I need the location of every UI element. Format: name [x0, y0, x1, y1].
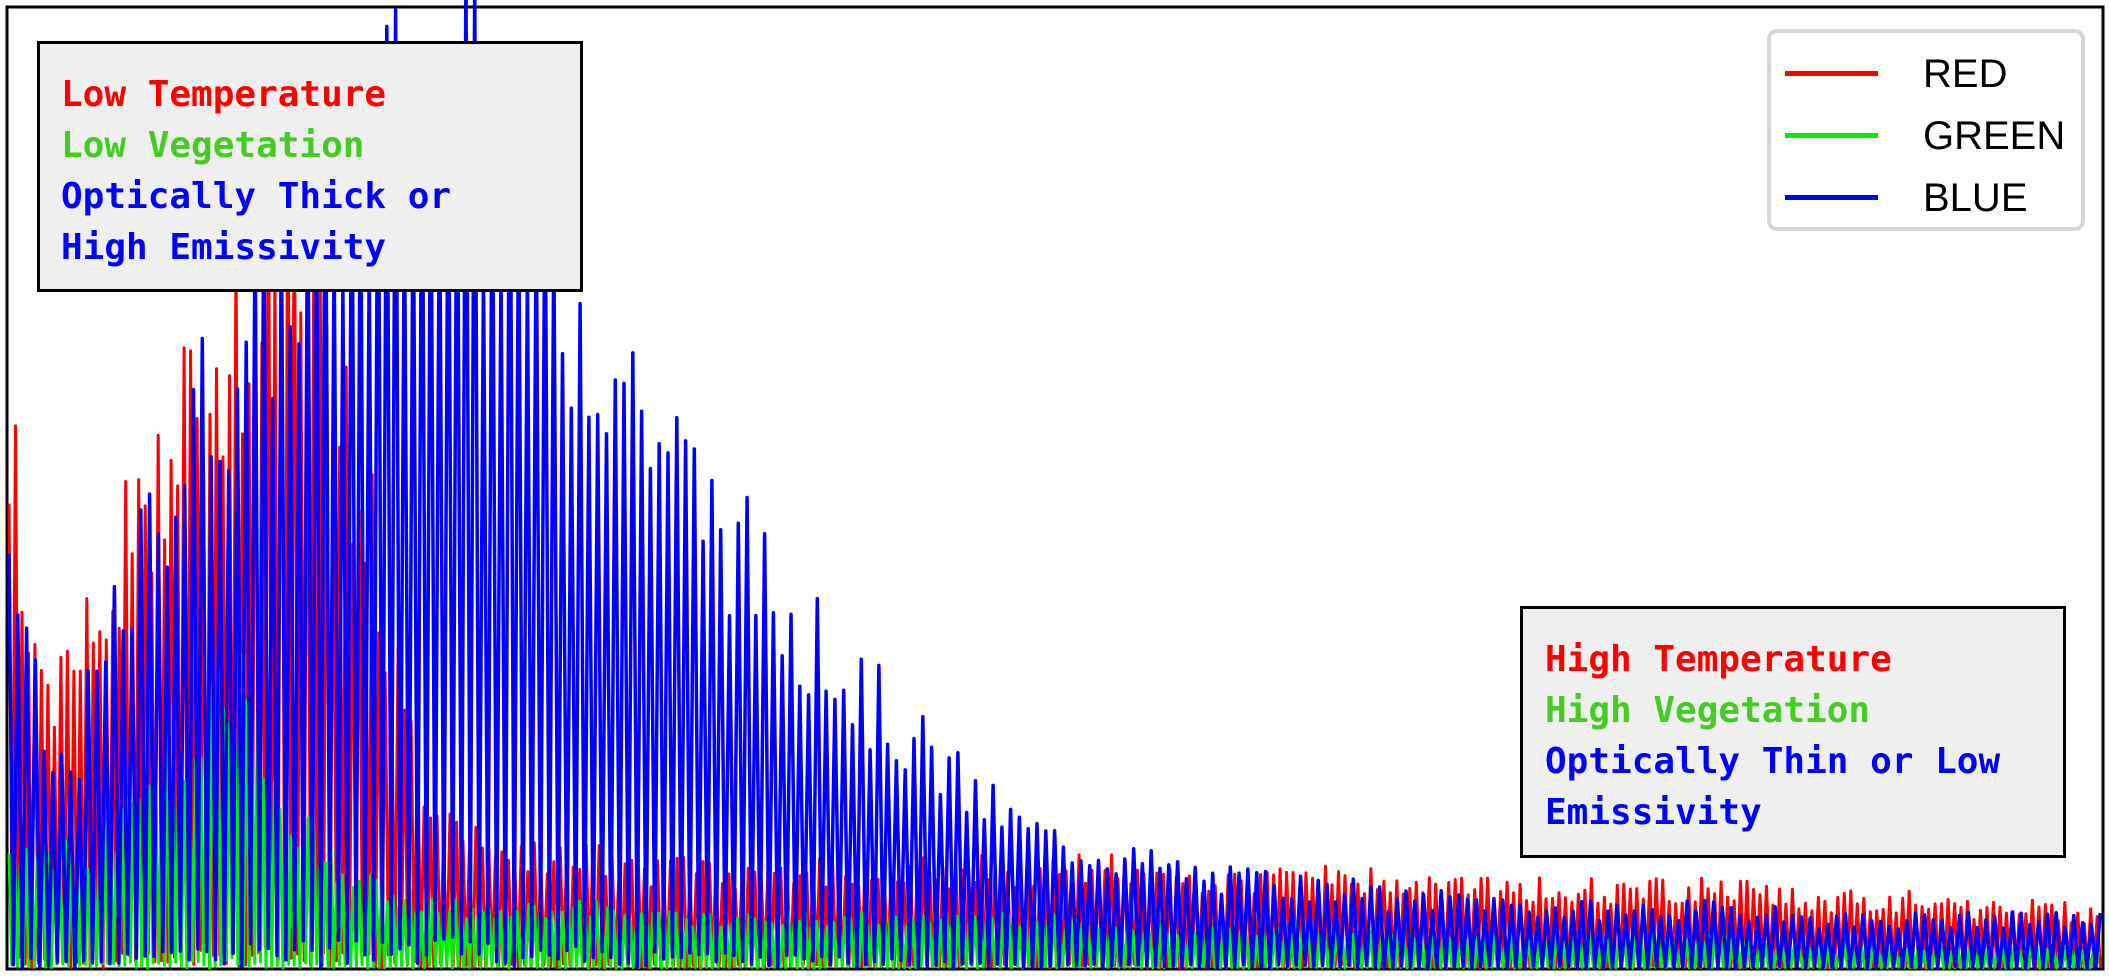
legend-swatch-green	[1785, 133, 1878, 138]
annotation-line-high-vegetation: High Vegetation	[1545, 690, 1871, 731]
legend-swatch-red	[1785, 71, 1878, 76]
annotation-line-high-emissivity: High Emissivity	[61, 227, 387, 268]
annotation-line-optically-thin: Optically Thin or Low	[1545, 741, 2001, 782]
legend-entry-green: GREEN	[1785, 111, 2075, 161]
annotation-line-high-temperature: High Temperature	[1545, 639, 1892, 680]
legend-entry-red: RED	[1785, 49, 2075, 99]
series-layer	[7, 0, 2102, 970]
legend: RED GREEN BLUE	[1767, 29, 2085, 231]
annotation-line-low-vegetation: Low Vegetation	[61, 125, 365, 166]
series-line-blue	[7, 0, 2102, 970]
annotation-line-emissivity: Emissivity	[1545, 792, 1762, 833]
annotation-box-high: High Temperature High Vegetation Optical…	[1520, 606, 2066, 858]
annotation-line-low-temperature: Low Temperature	[61, 74, 387, 115]
legend-label-green: GREEN	[1923, 114, 2066, 158]
legend-swatch-blue	[1785, 195, 1878, 200]
annotation-line-optically-thick: Optically Thick or	[61, 176, 452, 217]
legend-entry-blue: BLUE	[1785, 173, 2075, 223]
legend-label-blue: BLUE	[1923, 176, 2028, 220]
legend-label-red: RED	[1923, 52, 2008, 96]
annotation-box-low: Low Temperature Low Vegetation Optically…	[37, 41, 583, 292]
